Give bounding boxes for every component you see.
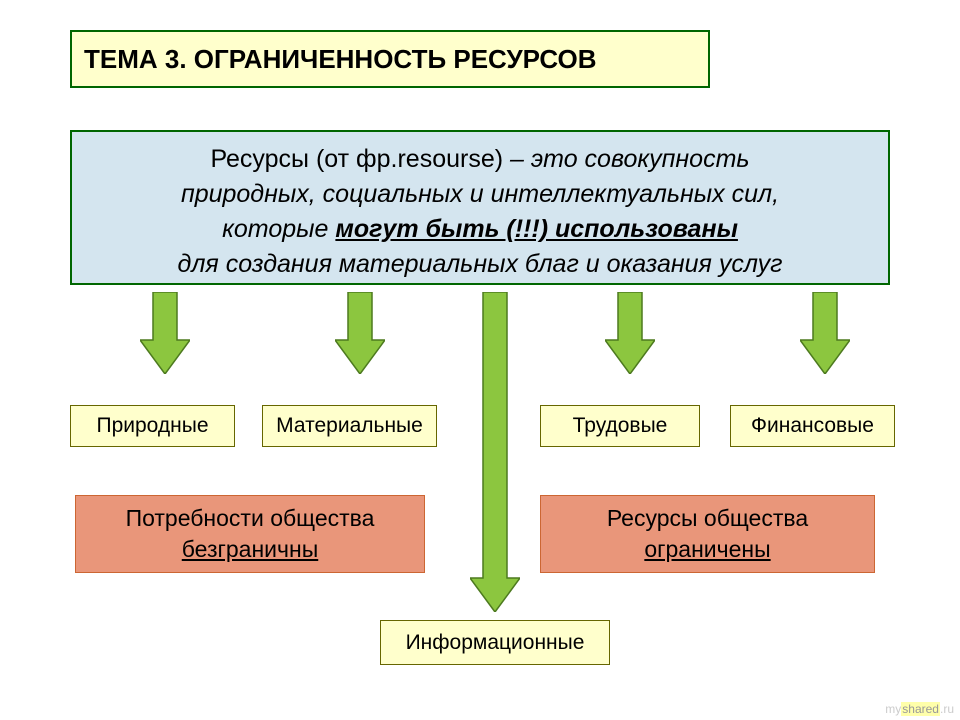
resources-line2: ограничены	[644, 534, 770, 565]
def-line2: природных, социальных и интеллектуальных…	[181, 180, 779, 208]
watermark: myshared.ru	[885, 702, 954, 716]
category-material: Материальные	[262, 405, 437, 447]
watermark-suffix: .ru	[940, 702, 954, 716]
category-financial: Финансовые	[730, 405, 895, 447]
resources-line1: Ресурсы общества	[607, 503, 808, 534]
needs-line1: Потребности общества	[126, 503, 375, 534]
category-label: Природные	[96, 414, 208, 438]
category-label: Материальные	[276, 414, 423, 438]
resources-box: Ресурсы общества ограничены	[540, 495, 875, 573]
def-line4: для создания материальных благ и оказани…	[178, 250, 783, 278]
arrow-3-long	[470, 292, 520, 612]
def-line1-prefix: Ресурсы (от фр.resourse)	[210, 145, 503, 173]
slide-title: ТЕМА 3. ОГРАНИЧЕННОСТЬ РЕСУРСОВ	[70, 30, 710, 88]
definition-box: Ресурсы (от фр.resourse) – это совокупно…	[70, 130, 890, 285]
arrow-5	[800, 292, 850, 374]
category-information: Информационные	[380, 620, 610, 665]
def-line3-prefix: которые	[222, 215, 335, 243]
watermark-prefix: my	[885, 702, 901, 716]
arrow-1	[140, 292, 190, 374]
slide-title-text: ТЕМА 3. ОГРАНИЧЕННОСТЬ РЕСУРСОВ	[84, 44, 596, 75]
watermark-highlight: shared	[901, 702, 940, 716]
arrow-down-icon	[605, 292, 655, 374]
definition-content: Ресурсы (от фр.resourse) – это совокупно…	[86, 142, 874, 282]
needs-line2: безграничны	[182, 534, 318, 565]
category-natural: Природные	[70, 405, 235, 447]
def-line3-emph: могут быть (!!!) использованы	[335, 215, 738, 243]
arrow-2	[335, 292, 385, 374]
arrow-down-icon	[335, 292, 385, 374]
category-label: Финансовые	[751, 414, 874, 438]
arrow-down-icon	[800, 292, 850, 374]
arrow-down-icon	[140, 292, 190, 374]
arrow-4	[605, 292, 655, 374]
category-label: Информационные	[406, 631, 585, 655]
needs-box: Потребности общества безграничны	[75, 495, 425, 573]
def-line1-suffix: – это совокупность	[503, 145, 749, 173]
category-labor: Трудовые	[540, 405, 700, 447]
category-label: Трудовые	[573, 414, 668, 438]
arrow-down-long-icon	[470, 292, 520, 612]
